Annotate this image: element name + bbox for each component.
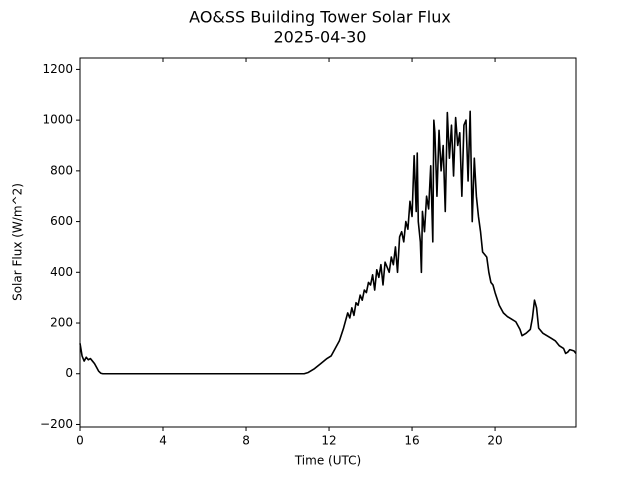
y-tick-label: 0	[65, 366, 73, 380]
x-tick-label: 4	[159, 434, 167, 448]
chart-subtitle: 2025-04-30	[274, 28, 367, 47]
x-tick-label: 16	[404, 434, 419, 448]
y-tick-label: 600	[50, 214, 73, 228]
flux-line	[79, 110, 577, 375]
x-axis-label: Time (UTC)	[294, 454, 361, 468]
y-tick-label: 1000	[42, 113, 73, 127]
y-tick-label: 1200	[42, 62, 73, 76]
x-tick-label: 0	[76, 434, 84, 448]
y-tick-label: 200	[50, 316, 73, 330]
x-tick-label: 12	[321, 434, 336, 448]
y-tick-label: 800	[50, 163, 73, 177]
plot-frame	[79, 57, 577, 428]
x-tick-label: 8	[242, 434, 250, 448]
y-tick-label: 400	[50, 265, 73, 279]
y-tick-label: −200	[40, 417, 73, 431]
y-axis-label: Solar Flux (W/m^2)	[11, 183, 25, 301]
chart-title: AO&SS Building Tower Solar Flux	[189, 8, 451, 27]
x-tick-label: 20	[487, 434, 502, 448]
